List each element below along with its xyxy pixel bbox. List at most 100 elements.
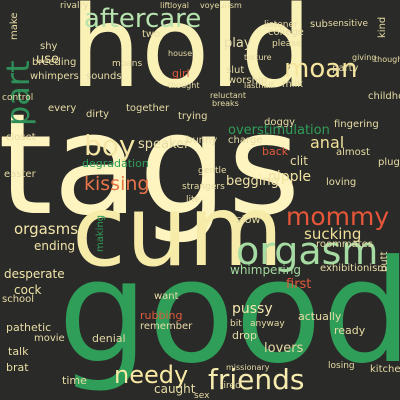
word-house: house [168,49,193,58]
word-actually: actually [298,310,342,323]
word-lovers: lovers [264,341,304,356]
word-needy: needy [114,361,189,389]
word-party: party [332,63,359,74]
word-lasthalf: lasthalf [244,81,274,90]
word-anyway: anyway [250,319,285,329]
word-breaks: breaks [212,99,239,108]
word-tired: tired [220,381,241,391]
word-girl: girl [172,67,190,80]
word-milk: milk [282,79,304,90]
word-hold: hold [70,0,312,113]
word-begging: begging [226,174,279,189]
word-lite: lite [186,195,201,205]
word-back: back [262,145,289,158]
word-clit: clit [290,154,308,168]
word-slow: slow [236,213,261,226]
word-time: time [62,374,87,387]
word-voyeurism: voyeurism [200,1,242,10]
word-two: two [142,29,161,40]
word-kitchen: kitchen [370,364,400,375]
word-losing: losing [328,361,355,371]
word-kissing: kissing [84,173,150,195]
word-desperate: desperate [4,267,65,281]
word-orgasm: orgasm [236,229,379,273]
word-degradation: degradation [82,157,149,170]
word-use: use [36,52,60,67]
word-lift: lift [160,1,171,10]
word-aftercare: aftercare [84,4,202,34]
word-nipple: nipple [268,169,312,185]
word-gentle: gentle [198,166,227,176]
word-boy: boy [84,129,136,162]
word-friends: friends [208,363,305,396]
word-loyal: loyal [170,1,189,10]
word-remember: remember [140,321,193,332]
word-sensitive: sensitive [328,19,369,29]
word-control: control [2,93,34,103]
word-exhibitionism: exhibitionism [320,263,388,274]
word-want: want [154,291,179,302]
word-drop: drop [232,329,257,342]
word-butt: butt [379,251,390,272]
word-doggy: doggy [264,117,296,128]
word-closet: closet [6,132,36,143]
word-rivalry: rivalry [60,1,89,11]
word-overstimulation: overstimulation [228,123,330,138]
word-caught: caught [154,382,196,396]
word-cock: cock [14,283,42,297]
word-moans: moans [112,59,143,69]
word-mommy: mommy [286,202,390,231]
word-anal: anal [310,133,345,152]
word-torture: torture [244,53,272,62]
word-please: please [272,39,302,49]
word-strangers: strangers [182,182,225,192]
word-school: school [2,294,35,305]
word-rubbing: rubbing [140,309,183,322]
word-denial: denial [92,332,126,345]
word-moan: moan [284,54,358,84]
word-fingering: fingering [334,119,379,130]
word-slut: slut [226,65,245,76]
word-first: first [286,277,312,292]
word-ready: ready [334,324,366,337]
word-speaker: speaker [138,137,190,152]
word-college: college [268,27,304,38]
word-bit: bit [230,319,242,329]
word-sex: sex [194,391,210,400]
word-orgasms: orgasms [14,220,79,238]
word-talk: talk [8,345,29,358]
word-reluctant: reluctant [210,91,246,100]
word-pussy: pussy [232,301,273,317]
word-plug: plug [378,157,400,168]
word-tags: tags [0,84,301,247]
word-bunny: bunny [186,135,218,146]
word-charge: charge [228,135,263,146]
word-movie: movie [34,333,65,344]
word-sucking: sucking [304,225,362,243]
word-roommates: roommates [316,239,374,250]
word-trying: trying [178,111,208,122]
word-childhood: childhood [368,91,400,102]
word-whimpering: whimpering [230,263,301,277]
word-sounds: sounds [86,71,122,82]
word-worship: worship [228,75,268,86]
word-making: making [95,214,106,252]
word-dirty: dirty [86,109,110,120]
word-together: together [126,103,170,114]
word-play: play [224,36,252,51]
word-missionary: missionary [226,363,270,372]
word-thought: thought [168,81,200,90]
word-make: make [9,12,20,40]
word-though: though [374,55,400,64]
word-loving: loving [326,177,357,188]
word-good: good [58,230,400,395]
word-easter: easter [4,169,36,180]
word-shy: shy [40,41,58,52]
word-sub: sub [310,19,328,30]
word-listener: listener [264,20,298,30]
word-almost: almost [336,147,370,158]
word-pathetic: pathetic [6,321,52,334]
word-every: every [48,103,77,114]
word-cum: cum [72,175,284,289]
